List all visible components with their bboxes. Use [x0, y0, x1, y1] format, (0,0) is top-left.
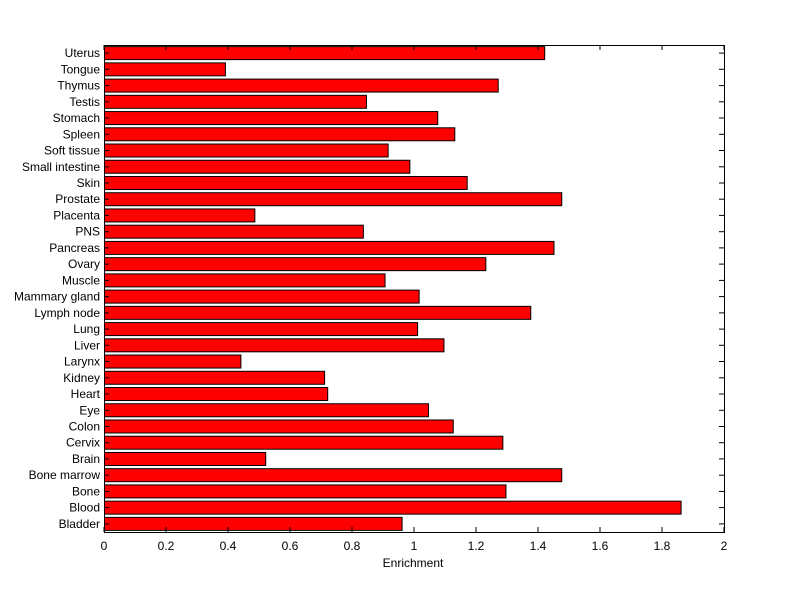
bar-ovary — [104, 257, 487, 272]
x-tick-label: 1.4 — [530, 539, 547, 553]
x-tick-label: 0.4 — [220, 539, 237, 553]
bar-stomach — [104, 111, 439, 126]
y-tick-label: Mammary gland — [14, 290, 100, 304]
y-tick-label: Tongue — [61, 62, 101, 76]
y-tick-label: Larynx — [64, 355, 100, 369]
bar-pancreas — [104, 240, 555, 255]
bar-colon — [104, 419, 454, 434]
bar-mammary-gland — [104, 289, 420, 304]
bar-cervix — [104, 435, 504, 450]
y-tick-label: Cervix — [66, 436, 100, 450]
y-tick-label: Placenta — [53, 208, 100, 222]
bar-kidney — [104, 370, 326, 385]
bar-pns — [104, 224, 364, 239]
y-tick-label: PNS — [75, 225, 100, 239]
y-tick-label: Lymph node — [34, 306, 100, 320]
y-tick-label: Skin — [77, 176, 100, 190]
y-tick-label: Colon — [69, 420, 100, 434]
y-tick-label: Blood — [69, 501, 100, 515]
x-tick-label: 0.6 — [282, 539, 299, 553]
y-tick-label: Eye — [79, 403, 100, 417]
x-tick-label: 2 — [721, 539, 728, 553]
y-axis: Bladder Blood Bone Bone marrow Brain Cervix Co… — [14, 46, 724, 531]
bar-heart — [104, 387, 329, 402]
x-axis-label: Enrichment — [383, 556, 444, 570]
x-tick-label: 1.8 — [654, 539, 671, 553]
y-tick-label: Bladder — [59, 517, 100, 531]
bar-muscle — [104, 273, 386, 288]
bar-soft-tissue — [104, 143, 389, 158]
bar-bone-marrow — [104, 468, 563, 483]
y-tick-label: Bone marrow — [29, 468, 101, 482]
y-tick-label: Thymus — [57, 79, 100, 93]
bar-thymus — [104, 78, 499, 93]
y-tick-label: Brain — [72, 452, 100, 466]
y-tick-label: Testis — [69, 95, 100, 109]
bar-brain — [104, 451, 267, 466]
x-tick-label: 0.8 — [344, 539, 361, 553]
y-tick-label: Liver — [74, 338, 100, 352]
bar-skin — [104, 175, 468, 190]
y-tick-label: Uterus — [65, 46, 100, 60]
y-tick-label: Lung — [73, 322, 100, 336]
y-tick-label: Spleen — [63, 127, 100, 141]
y-tick-label: Heart — [71, 387, 101, 401]
x-tick-label: 0 — [101, 539, 108, 553]
bar-lymph-node — [104, 305, 532, 320]
bar-lung — [104, 322, 419, 337]
y-tick-label: Soft tissue — [44, 144, 100, 158]
x-tick-label: 0.2 — [158, 539, 175, 553]
bar-testis — [104, 94, 367, 109]
y-tick-label: Prostate — [55, 192, 100, 206]
bar-blood — [104, 500, 682, 515]
y-tick-label: Muscle — [62, 273, 100, 287]
bar-placenta — [104, 208, 256, 223]
bar-spleen — [104, 127, 456, 142]
y-tick-label: Ovary — [68, 257, 100, 271]
y-tick-label: Pancreas — [49, 241, 100, 255]
plot-area — [104, 46, 682, 531]
y-tick-label: Kidney — [63, 371, 100, 385]
x-tick-label: 1.2 — [468, 539, 485, 553]
y-tick-label: Bone — [72, 484, 100, 498]
x-tick-label: 1.6 — [592, 539, 609, 553]
bar-bladder — [104, 516, 403, 531]
bar-prostate — [104, 192, 563, 207]
bar-liver — [104, 338, 445, 353]
y-tick-label: Stomach — [53, 111, 100, 125]
bar-bone — [104, 484, 507, 499]
bar-eye — [104, 403, 429, 418]
bar-small-intestine — [104, 159, 411, 174]
y-tick-label: Small intestine — [22, 160, 100, 174]
x-tick-label: 1 — [411, 539, 418, 553]
bar-larynx — [104, 354, 242, 369]
x-axis: 0 0.2 0.4 0.6 0.8 1 1.2 1.4 1.6 1.8 2 — [101, 45, 728, 553]
bar-uterus — [104, 46, 546, 61]
bar-tongue — [104, 62, 226, 77]
